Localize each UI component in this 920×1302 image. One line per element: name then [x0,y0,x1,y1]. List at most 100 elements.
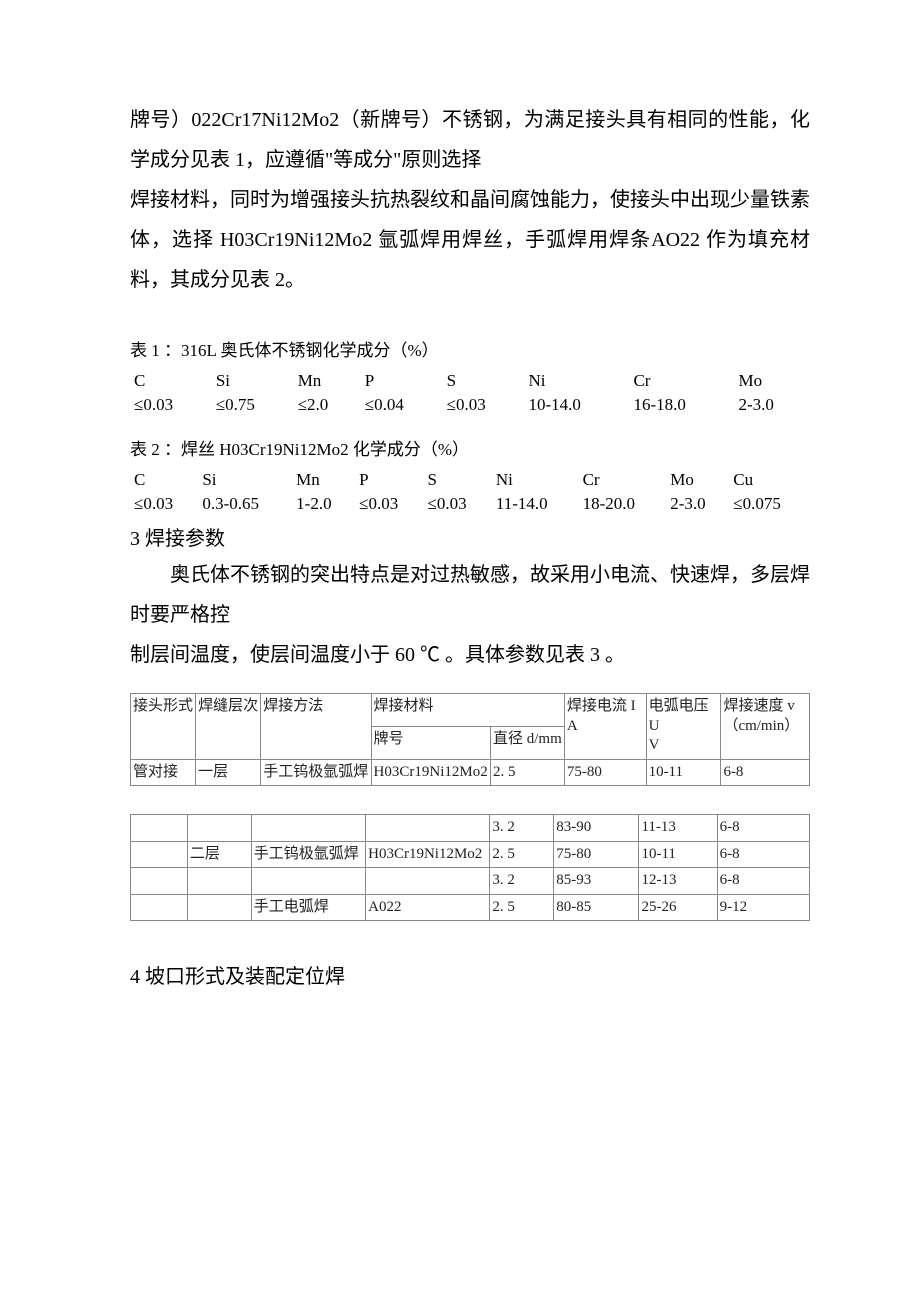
t3h-voltage-unit: V [649,737,660,753]
t3l1-U: 11-13 [639,815,717,842]
t1-h-mn: Mn [294,369,361,393]
table2-caption: 表 2 ：焊丝 H03Cr19Ni12Mo2 化学成分（%） [130,435,810,460]
table3-lower-row3: 3. 2 85-93 12-13 6-8 [131,868,810,895]
table2-header-row: C Si Mn P S Ni Cr Mo Cu [130,468,810,492]
t3u-diam: 2. 5 [490,759,564,786]
table1-header-row: C Si Mn P S Ni Cr Mo [130,369,810,393]
table3-upper-row1: 管对接 一层 手工钨极氩弧焊 H03Cr19Ni12Mo2 2. 5 75-80… [131,759,810,786]
t3l4-joint [131,894,188,921]
t1-v-cr: 16-18.0 [629,393,734,417]
t3h-diam: 直径 d/mm [490,726,564,759]
t1-h-s: S [443,369,525,393]
t3h-speed-unit: （cm/min） [723,718,799,734]
t2-v-s: ≤0.03 [424,492,492,516]
t1-h-cr: Cr [629,369,734,393]
t3l3-v: 6-8 [717,868,809,895]
t3l2-layer: 二层 [187,841,251,868]
t1-h-si: Si [212,369,294,393]
t3l2-U: 10-11 [639,841,717,868]
t2-h-s: S [424,468,492,492]
t1-v-c: ≤0.03 [130,393,212,417]
t2-v-cu: ≤0.075 [729,492,810,516]
table3-lower-row2: 二层 手工钨极氩弧焊 H03Cr19Ni12Mo2 2. 5 75-80 10-… [131,841,810,868]
table3-lower: 3. 2 83-90 11-13 6-8 二层 手工钨极氩弧焊 H03Cr19N… [130,814,810,921]
t3h-speed-lbl: 焊接速度 v [723,698,794,714]
t2-v-cr: 18-20.0 [579,492,667,516]
t3l1-diam: 3. 2 [490,815,554,842]
section3-para-b: 制层间温度，使层间温度小于 60 ℃ 。具体参数见表 3 。 [130,635,810,675]
t3l2-method: 手工钨极氩弧焊 [251,841,365,868]
t3l4-v: 9-12 [717,894,809,921]
t3l1-grade [366,815,490,842]
t3h-speed: 焊接速度 v （cm/min） [721,694,810,760]
t3u-I: 75-80 [564,759,646,786]
t2-h-c: C [130,468,198,492]
t3h-current-unit: A [567,718,578,734]
table3-lower-row4: 手工电弧焊 A022 2. 5 80-85 25-26 9-12 [131,894,810,921]
t3l2-diam: 2. 5 [490,841,554,868]
table1-caption: 表 1 ：316L 奥氏体不锈钢化学成分（%） [130,336,810,361]
t3l3-I: 85-93 [554,868,639,895]
t1-h-p: P [361,369,443,393]
t1-h-mo: Mo [734,369,810,393]
t3l2-grade: H03Cr19Ni12Mo2 [366,841,490,868]
table2: C Si Mn P S Ni Cr Mo Cu ≤0.03 0.3-0.65 1… [130,468,810,516]
t2-h-p: P [355,468,423,492]
t3l3-grade [366,868,490,895]
table3-header-row1: 接头形式 焊缝层次 焊接方法 焊接材料 焊接电流 I A 电弧电压 U V 焊接… [131,694,810,727]
t3u-method: 手工钨极氩弧焊 [261,759,371,786]
section4-heading: 4 坡口形式及装配定位焊 [130,957,810,997]
t3l3-U: 12-13 [639,868,717,895]
table1-value-row: ≤0.03 ≤0.75 ≤2.0 ≤0.04 ≤0.03 10-14.0 16-… [130,393,810,417]
section3-heading: 3 焊接参数 [130,522,810,551]
t3l4-grade: A022 [366,894,490,921]
t3l1-I: 83-90 [554,815,639,842]
t1-v-ni: 10-14.0 [524,393,629,417]
t3l3-layer [187,868,251,895]
t3l4-I: 80-85 [554,894,639,921]
section3-para-a: 奥氏体不锈钢的突出特点是对过热敏感，故采用小电流、快速焊，多层焊时要严格控 [130,555,810,635]
t1-v-mo: 2-3.0 [734,393,810,417]
t3l1-layer [187,815,251,842]
t3l4-method: 手工电弧焊 [251,894,365,921]
t3h-layer: 焊缝层次 [196,694,261,760]
t2-h-mo: Mo [666,468,729,492]
paragraph-1b: 焊接材料，同时为增强接头抗热裂纹和晶间腐蚀能力，使接头中出现少量铁素体，选择 H… [130,180,810,300]
t1-h-ni: Ni [524,369,629,393]
table3-lower-row1: 3. 2 83-90 11-13 6-8 [131,815,810,842]
table2-value-row: ≤0.03 0.3-0.65 1-2.0 ≤0.03 ≤0.03 11-14.0… [130,492,810,516]
t3l1-joint [131,815,188,842]
t3h-material: 焊接材料 [371,694,564,727]
t3l3-diam: 3. 2 [490,868,554,895]
t3h-joint: 接头形式 [131,694,196,760]
t3h-method: 焊接方法 [261,694,371,760]
t3l3-joint [131,868,188,895]
t3h-voltage: 电弧电压 U V [646,694,721,760]
t2-h-cu: Cu [729,468,810,492]
t2-v-mn: 1-2.0 [292,492,355,516]
t1-h-c: C [130,369,212,393]
t1-v-s: ≤0.03 [443,393,525,417]
t2-v-c: ≤0.03 [130,492,198,516]
t2-h-mn: Mn [292,468,355,492]
t3l2-I: 75-80 [554,841,639,868]
t3u-grade: H03Cr19Ni12Mo2 [371,759,490,786]
t3h-current-lbl: 焊接电流 I [567,698,636,714]
t2-h-si: Si [198,468,292,492]
t3l4-U: 25-26 [639,894,717,921]
t3l4-diam: 2. 5 [490,894,554,921]
t3u-v: 6-8 [721,759,810,786]
paragraph-1a: 牌号）022Cr17Ni12Mo2（新牌号）不锈钢，为满足接头具有相同的性能，化… [130,100,810,180]
table3-upper: 接头形式 焊缝层次 焊接方法 焊接材料 焊接电流 I A 电弧电压 U V 焊接… [130,693,810,786]
t2-v-si: 0.3-0.65 [198,492,292,516]
t3u-joint: 管对接 [131,759,196,786]
t1-v-mn: ≤2.0 [294,393,361,417]
t3l1-method [251,815,365,842]
t2-h-cr: Cr [579,468,667,492]
t3u-layer: 一层 [196,759,261,786]
t2-v-mo: 2-3.0 [666,492,729,516]
t3h-voltage-lbl: 电弧电压 U [649,698,709,734]
t1-v-p: ≤0.04 [361,393,443,417]
t2-v-ni: 11-14.0 [492,492,579,516]
t3h-current: 焊接电流 I A [564,694,646,760]
